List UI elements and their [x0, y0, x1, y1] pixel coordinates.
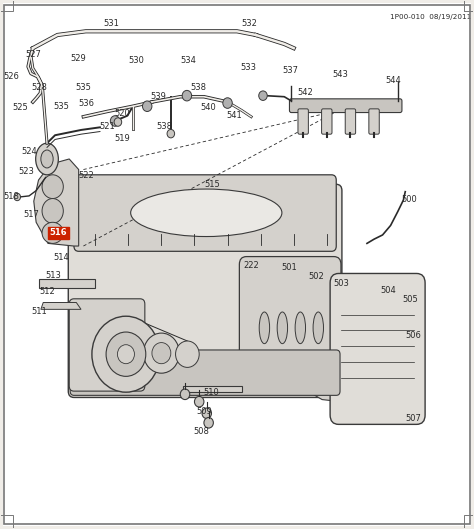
Circle shape	[180, 389, 190, 399]
Text: 506: 506	[406, 331, 422, 340]
Text: 534: 534	[181, 57, 197, 66]
Text: 535: 535	[53, 102, 69, 111]
Text: 544: 544	[385, 76, 401, 85]
Circle shape	[110, 116, 120, 126]
Ellipse shape	[36, 143, 58, 175]
Text: 527: 527	[25, 50, 41, 59]
Polygon shape	[34, 159, 79, 246]
Text: 1P00-010  08/19/2011: 1P00-010 08/19/2011	[390, 14, 471, 20]
Text: 539: 539	[151, 92, 166, 101]
Text: 541: 541	[226, 111, 242, 120]
Text: 523: 523	[18, 167, 34, 176]
Text: 519: 519	[115, 134, 130, 143]
Bar	[0, 0, 13, 11]
Text: 511: 511	[32, 307, 47, 316]
Text: 540: 540	[201, 103, 217, 112]
Text: 516: 516	[50, 229, 67, 238]
Text: 542: 542	[298, 88, 313, 97]
Circle shape	[223, 98, 232, 108]
Ellipse shape	[42, 198, 64, 223]
FancyBboxPatch shape	[298, 109, 309, 134]
Circle shape	[259, 91, 267, 101]
Circle shape	[118, 345, 135, 364]
Ellipse shape	[259, 312, 270, 344]
FancyBboxPatch shape	[321, 109, 332, 134]
Text: 508: 508	[193, 427, 209, 436]
Text: 515: 515	[205, 180, 220, 189]
Ellipse shape	[41, 150, 53, 168]
Text: 538: 538	[156, 122, 172, 131]
Text: 517: 517	[23, 211, 39, 220]
Text: 503: 503	[333, 279, 349, 288]
Circle shape	[143, 101, 152, 112]
Text: 504: 504	[380, 286, 396, 295]
Text: 507: 507	[406, 414, 422, 423]
Text: 525: 525	[13, 103, 28, 112]
Circle shape	[14, 193, 20, 200]
Text: 520: 520	[115, 109, 130, 118]
Text: 509: 509	[196, 407, 212, 416]
Text: 535: 535	[75, 83, 91, 92]
Circle shape	[114, 118, 122, 126]
Text: 524: 524	[21, 147, 37, 156]
Text: 512: 512	[39, 287, 55, 296]
Text: 538: 538	[190, 83, 206, 92]
Text: 222: 222	[243, 261, 259, 270]
Ellipse shape	[131, 189, 282, 236]
Text: 526: 526	[3, 71, 19, 80]
Text: 531: 531	[104, 19, 120, 28]
Text: 533: 533	[240, 63, 256, 72]
Text: 514: 514	[53, 253, 69, 262]
Circle shape	[167, 130, 174, 138]
Text: 528: 528	[31, 83, 47, 92]
Ellipse shape	[295, 312, 306, 344]
Text: 513: 513	[46, 270, 62, 279]
Circle shape	[152, 343, 171, 364]
Ellipse shape	[313, 312, 323, 344]
Text: 530: 530	[129, 57, 145, 66]
Text: 529: 529	[70, 54, 86, 63]
Circle shape	[144, 333, 179, 373]
Polygon shape	[39, 279, 95, 288]
FancyBboxPatch shape	[70, 350, 340, 395]
Text: 518: 518	[3, 193, 19, 202]
Text: 501: 501	[281, 263, 297, 272]
Polygon shape	[182, 386, 242, 392]
Circle shape	[204, 417, 213, 428]
Text: 537: 537	[282, 66, 298, 75]
Text: 543: 543	[332, 70, 348, 79]
FancyBboxPatch shape	[68, 184, 342, 397]
Bar	[464, 515, 474, 529]
FancyBboxPatch shape	[369, 109, 379, 134]
Circle shape	[202, 408, 211, 418]
Circle shape	[182, 90, 191, 101]
Ellipse shape	[42, 222, 64, 243]
Text: 502: 502	[309, 271, 324, 280]
Circle shape	[175, 341, 199, 367]
FancyBboxPatch shape	[239, 257, 341, 378]
Circle shape	[92, 316, 160, 392]
Text: 536: 536	[79, 98, 95, 107]
Bar	[464, 0, 474, 11]
Text: 510: 510	[204, 388, 219, 397]
Bar	[0, 515, 13, 529]
FancyBboxPatch shape	[345, 109, 356, 134]
Text: 505: 505	[402, 295, 418, 304]
Text: 522: 522	[79, 171, 95, 180]
FancyBboxPatch shape	[290, 99, 402, 113]
Polygon shape	[296, 370, 341, 400]
Ellipse shape	[42, 175, 64, 198]
Text: 521: 521	[100, 122, 115, 131]
Circle shape	[106, 332, 146, 376]
Ellipse shape	[277, 312, 288, 344]
FancyBboxPatch shape	[330, 273, 425, 424]
Polygon shape	[41, 303, 81, 309]
Text: 500: 500	[401, 195, 417, 204]
Circle shape	[194, 396, 204, 407]
FancyBboxPatch shape	[74, 175, 336, 251]
FancyBboxPatch shape	[69, 299, 145, 391]
Text: 532: 532	[241, 19, 257, 28]
